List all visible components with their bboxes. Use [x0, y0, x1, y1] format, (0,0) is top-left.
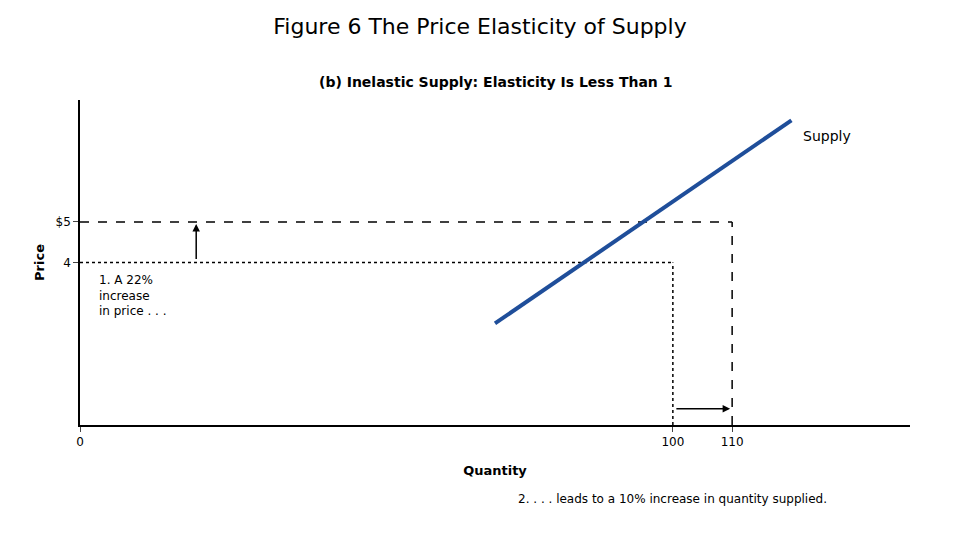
svg-text:110: 110	[721, 435, 744, 449]
svg-text:1. A 22%increasein price . . .: 1. A 22%increasein price . . .	[99, 273, 167, 318]
svg-text:4: 4	[63, 256, 71, 270]
svg-text:0: 0	[76, 435, 84, 449]
svg-text:(b) Inelastic Supply: Elastici: (b) Inelastic Supply: Elasticity Is Less…	[319, 74, 672, 90]
svg-text:Price: Price	[32, 244, 47, 281]
svg-text:100: 100	[661, 435, 684, 449]
svg-text:2. . . . leads to a 10% increa: 2. . . . leads to a 10% increase in quan…	[518, 492, 827, 506]
svg-text:Figure 6 The Price Elasticity: Figure 6 The Price Elasticity of Supply	[273, 14, 686, 39]
svg-text:Quantity: Quantity	[463, 463, 527, 478]
svg-text:Supply: Supply	[803, 128, 851, 144]
svg-text:$5: $5	[56, 215, 71, 229]
